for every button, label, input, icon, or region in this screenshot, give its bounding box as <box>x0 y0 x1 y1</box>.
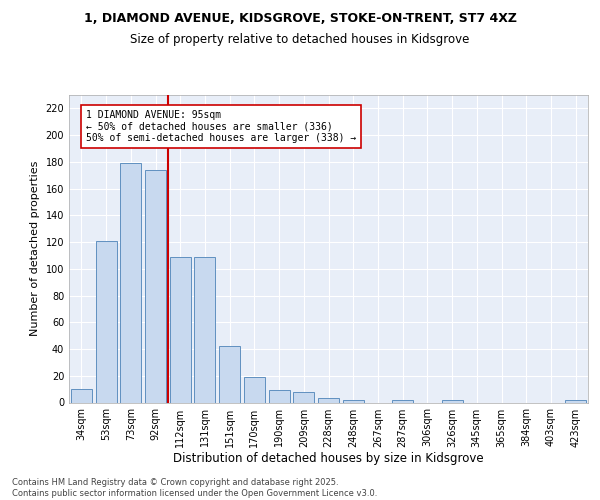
Bar <box>343 400 364 402</box>
Bar <box>194 257 215 402</box>
Bar <box>442 400 463 402</box>
Bar <box>318 398 339 402</box>
Text: Contains HM Land Registry data © Crown copyright and database right 2025.
Contai: Contains HM Land Registry data © Crown c… <box>12 478 377 498</box>
Text: 1 DIAMOND AVENUE: 95sqm
← 50% of detached houses are smaller (336)
50% of semi-d: 1 DIAMOND AVENUE: 95sqm ← 50% of detache… <box>86 110 356 143</box>
Bar <box>293 392 314 402</box>
Bar <box>145 170 166 402</box>
Bar <box>120 163 141 402</box>
Bar <box>71 389 92 402</box>
Bar <box>565 400 586 402</box>
Bar <box>219 346 240 403</box>
X-axis label: Distribution of detached houses by size in Kidsgrove: Distribution of detached houses by size … <box>173 452 484 466</box>
Bar <box>170 257 191 402</box>
Bar <box>392 400 413 402</box>
Bar <box>244 377 265 402</box>
Bar <box>95 240 116 402</box>
Text: 1, DIAMOND AVENUE, KIDSGROVE, STOKE-ON-TRENT, ST7 4XZ: 1, DIAMOND AVENUE, KIDSGROVE, STOKE-ON-T… <box>83 12 517 26</box>
Bar <box>269 390 290 402</box>
Y-axis label: Number of detached properties: Number of detached properties <box>30 161 40 336</box>
Text: Size of property relative to detached houses in Kidsgrove: Size of property relative to detached ho… <box>130 32 470 46</box>
